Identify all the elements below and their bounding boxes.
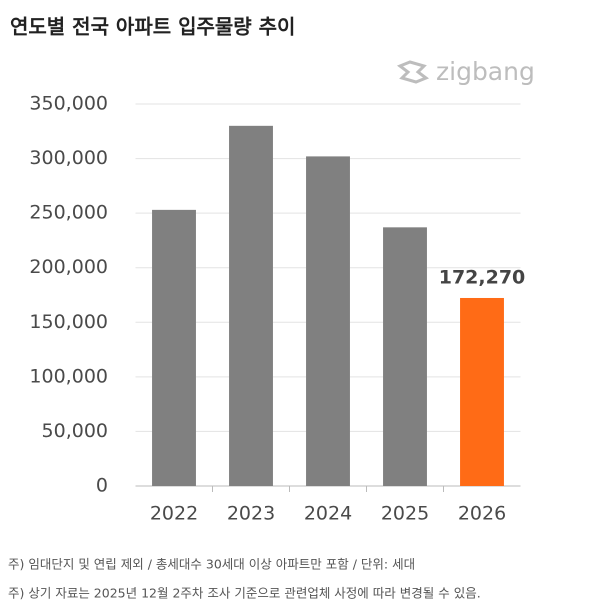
x-tick-label: 2024 (304, 503, 352, 525)
y-tick-label: 350,000 (29, 93, 108, 115)
bar (229, 125, 273, 486)
x-tick-label: 2023 (227, 503, 275, 525)
chart-title: 연도별 전국 아파트 입주물량 추이 (10, 15, 295, 39)
y-tick-label: 0 (96, 475, 108, 497)
x-tick-label: 2022 (150, 503, 198, 525)
bar (152, 209, 196, 486)
bar (306, 156, 350, 487)
y-tick-label: 250,000 (29, 202, 108, 224)
y-tick-label: 100,000 (29, 365, 108, 387)
x-tick-label: 2026 (458, 503, 506, 525)
y-tick-label: 150,000 (29, 311, 108, 333)
logo-text: zigbang (436, 57, 535, 86)
value-label: 172,270 (439, 266, 526, 288)
y-tick-label: 200,000 (29, 256, 108, 278)
y-tick-label: 50,000 (42, 420, 108, 442)
bar (383, 227, 427, 486)
logo: zigbang (396, 57, 535, 86)
y-tick-label: 300,000 (29, 147, 108, 169)
x-tick-label: 2025 (381, 503, 429, 525)
note: 주) 상기 자료는 2025년 12월 2주차 조사 기준으로 관련업체 사정에… (8, 586, 481, 601)
bar (460, 297, 504, 486)
note: 주) 임대단지 및 연립 제외 / 총세대수 30세대 이상 아파트만 포함 /… (8, 557, 415, 572)
logo-icon (396, 60, 430, 84)
